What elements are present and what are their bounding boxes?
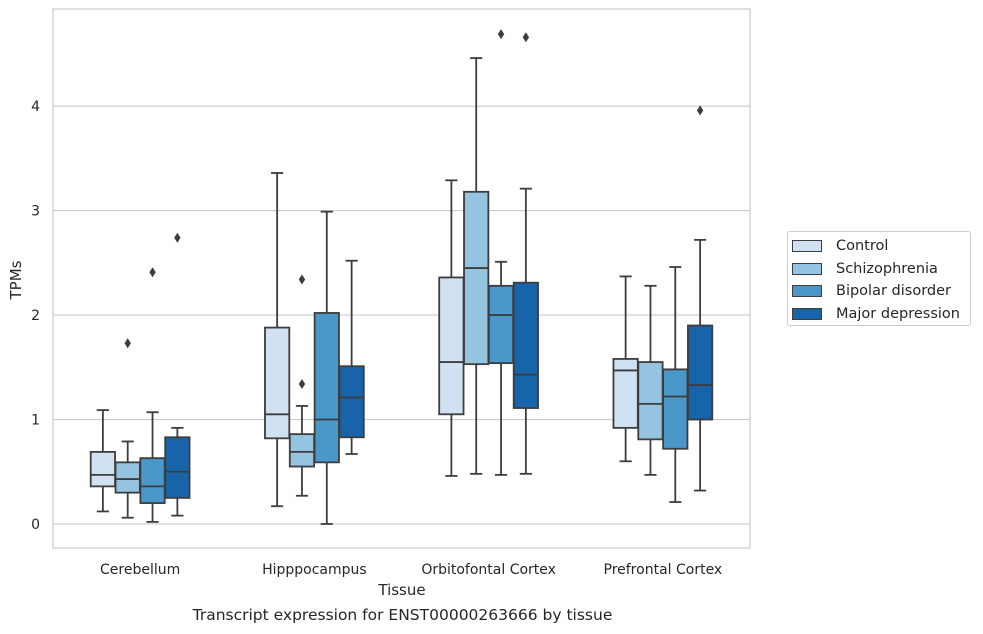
legend-label: Control	[836, 238, 889, 254]
iqr-box	[288, 433, 316, 468]
y-tick-label: 3	[31, 204, 40, 220]
box-control	[612, 275, 639, 463]
box-bipolar-disorder	[313, 210, 340, 525]
iqr-box	[114, 461, 141, 494]
y-tick-label: 1	[31, 413, 40, 429]
iqr-box	[313, 312, 340, 464]
box-major-depression	[687, 105, 714, 492]
iqr-box	[487, 284, 515, 365]
iqr-box	[687, 324, 714, 421]
box-control	[89, 409, 116, 513]
x-tick-label: Cerebellum	[100, 562, 180, 578]
outlier-point	[298, 274, 306, 285]
iqr-box	[264, 326, 291, 440]
outlier-point	[298, 379, 306, 390]
y-tick-label: 0	[31, 517, 40, 533]
legend-label: Major depression	[836, 305, 960, 322]
y-tick-labels: 0 1 2 3 4	[31, 99, 40, 533]
x-tick-labels: Cerebellum Hipppocampus Orbitofontal Corte…	[100, 562, 722, 578]
iqr-box	[512, 281, 539, 409]
y-tick-label: 4	[31, 99, 40, 115]
outlier-point	[696, 105, 704, 116]
legend-label: Schizophrenia	[836, 260, 938, 277]
legend-item: Major depression	[792, 304, 960, 324]
legend-swatch	[792, 307, 822, 320]
legend-item: Schizophrenia	[792, 259, 938, 279]
legend-swatch	[792, 285, 822, 297]
box-major-depression	[338, 259, 365, 455]
x-axis-title: Tissue	[377, 581, 425, 599]
iqr-box	[438, 276, 465, 416]
chart-caption: Transcript expression for ENST0000026366…	[192, 606, 613, 624]
box-bipolar-disorder	[139, 267, 166, 523]
x-tick-label: Prefrontal Cortex	[604, 562, 723, 578]
y-tick-label: 2	[31, 308, 40, 324]
y-axis-title: TPMs	[7, 260, 25, 300]
iqr-box	[612, 358, 639, 429]
box-control	[438, 179, 465, 477]
box-control	[264, 172, 291, 508]
legend-item: Control	[792, 236, 888, 256]
outlier-point	[497, 29, 505, 40]
box-major-depression	[512, 32, 539, 475]
box-schizophrenia	[114, 338, 141, 519]
legend-swatch	[792, 262, 822, 275]
outlier-point	[174, 232, 181, 243]
outlier-point	[124, 338, 131, 349]
box-major-depression	[164, 232, 191, 517]
x-tick-label: Hipppocampus	[262, 562, 367, 578]
iqr-box	[463, 190, 490, 366]
legend-swatch	[792, 240, 822, 252]
plot-area-frame	[52, 8, 751, 549]
outlier-point	[149, 267, 156, 278]
iqr-box	[164, 436, 191, 499]
outlier-point	[522, 32, 530, 43]
legend-label: Bipolar disorder	[836, 283, 951, 299]
iqr-box	[89, 450, 116, 488]
box-schizophrenia	[637, 284, 664, 476]
legend-item: Bipolar disorder	[792, 281, 951, 301]
box-bipolar-disorder	[662, 266, 689, 503]
legend: Control Schizophrenia Bipolar disorder Majo…	[787, 231, 971, 326]
box-schizophrenia	[463, 57, 490, 475]
iqr-box	[637, 361, 664, 441]
x-tick-label: Orbitofontal Cortex	[421, 562, 556, 578]
box-schizophrenia	[288, 274, 316, 497]
box-bipolar-disorder	[487, 29, 515, 476]
iqr-box	[662, 368, 689, 450]
iqr-box	[338, 365, 365, 439]
box-series	[89, 29, 714, 525]
iqr-box	[139, 457, 166, 504]
